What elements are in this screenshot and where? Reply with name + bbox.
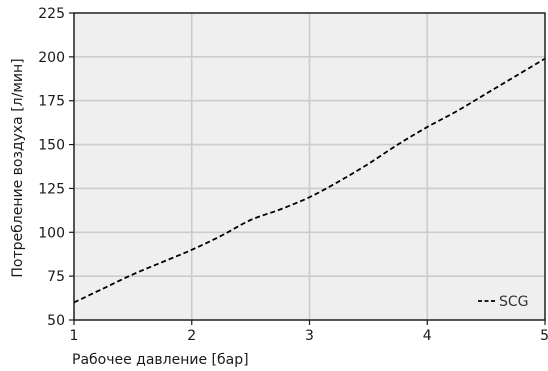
legend: SCG (478, 294, 529, 310)
y-tick-label: 50 (47, 313, 65, 329)
y-axis-title: Потребление воздуха [л/мин] (10, 58, 26, 277)
y-tick-label: 125 (38, 181, 65, 197)
x-tick-label: 3 (305, 328, 314, 344)
series-layer (73, 57, 546, 304)
y-tick-label: 175 (38, 94, 65, 110)
y-tick-label: 200 (38, 50, 65, 66)
y-tick-label: 225 (38, 6, 65, 22)
series-line-scg (73, 57, 546, 304)
legend-label: SCG (499, 294, 529, 310)
y-tick-label: 150 (38, 138, 65, 154)
grid (73, 12, 546, 321)
y-tick-labels: 50 75 100 125 150 175 200 225 (38, 6, 65, 329)
x-tick-label: 5 (540, 328, 548, 344)
x-tick-label: 2 (187, 328, 196, 344)
x-tick-label: 4 (423, 328, 432, 344)
y-tick-label: 75 (47, 269, 65, 285)
ticks (69, 12, 546, 325)
x-axis-title: Рабочее давление [бар] (72, 352, 249, 368)
x-tick-labels: 1 2 3 4 5 (70, 328, 548, 344)
x-tick-label: 1 (70, 328, 79, 344)
y-tick-label: 100 (38, 225, 65, 241)
